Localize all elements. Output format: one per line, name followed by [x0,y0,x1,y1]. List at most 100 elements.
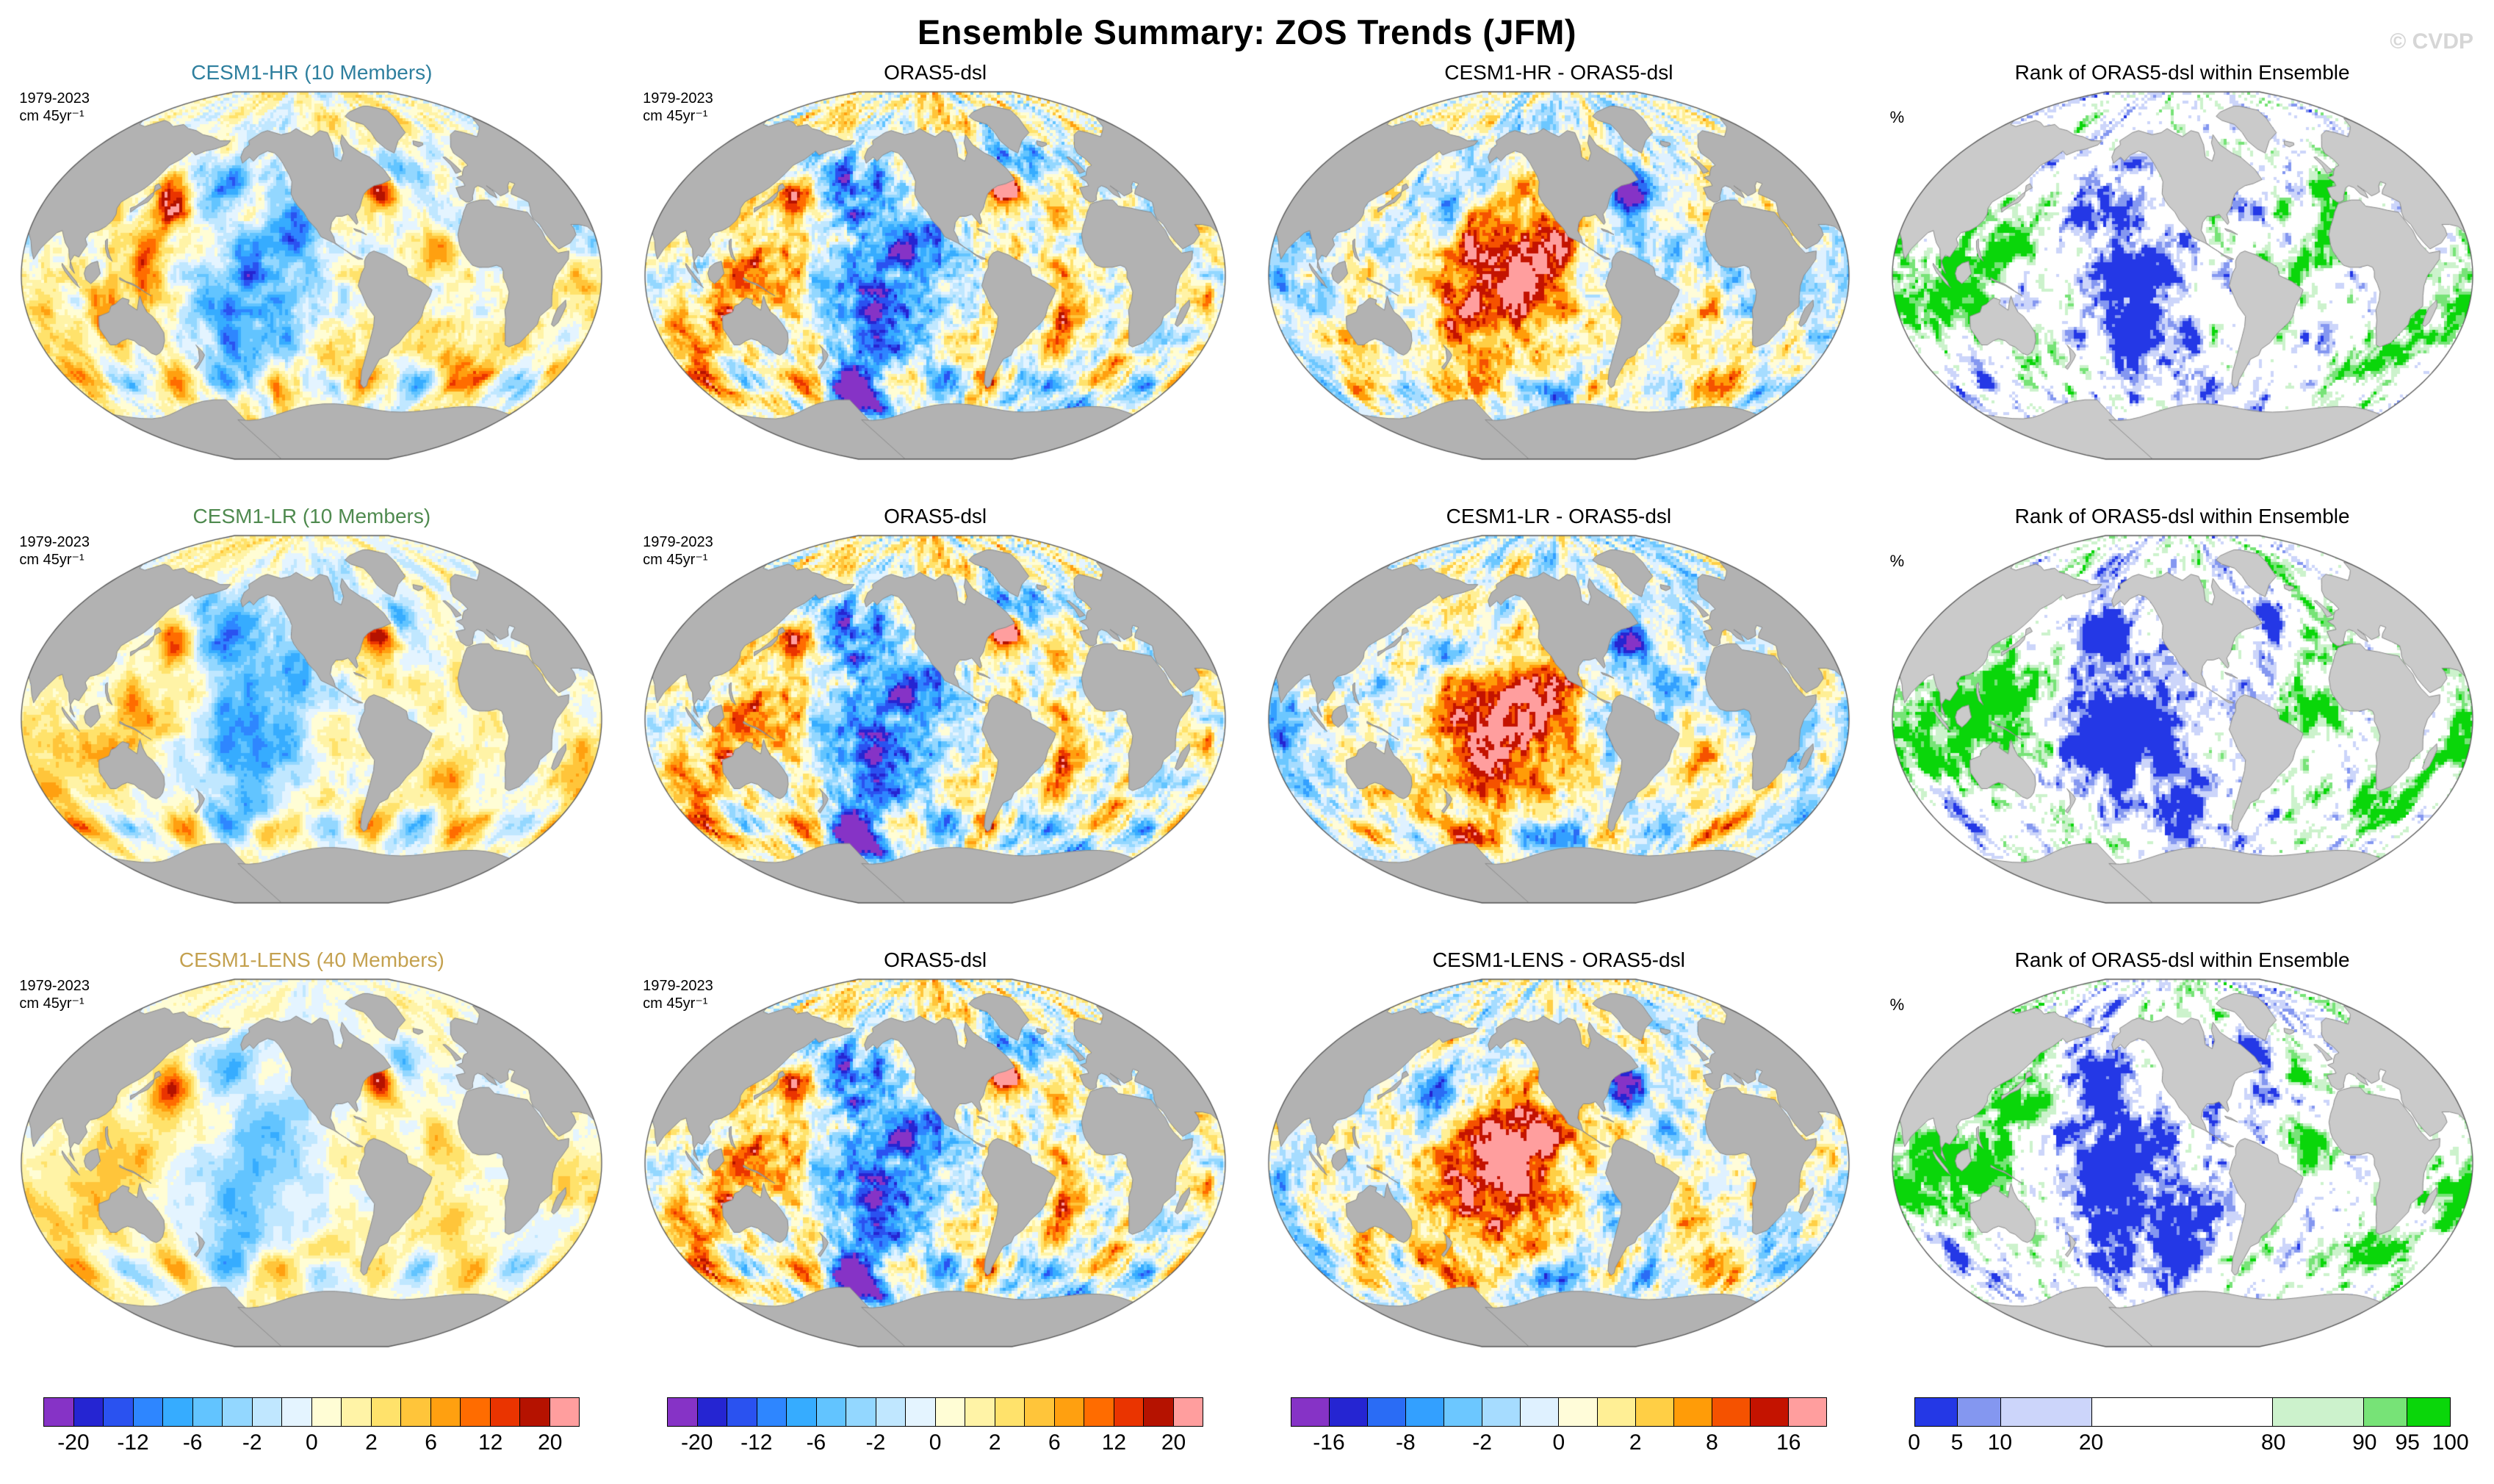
colorbar-segment [2091,1398,2273,1426]
map-meta: 1979-2023 cm 45yr⁻¹ [643,533,713,569]
map-row: CESM1-LENS (40 Members) 1979-2023 cm 45yr⁻… [0,945,2494,1388]
colorbar-tick-label: -16 [1313,1430,1345,1455]
colorbar-labels: -20 -12 -6 -2 0 2 6 12 20 [667,1430,1203,1460]
panel-title: CESM1-LR - ORAS5-dsl [1446,505,1672,527]
panel-title: CESM1-HR - ORAS5-dsl [1444,61,1673,84]
colorbar-segment [815,1398,846,1426]
map-row: CESM1-HR (10 Members) 1979-2023 cm 45yr⁻¹ O… [0,57,2494,501]
map-box: % [1888,532,2476,907]
colorbar-segment [1957,1398,2001,1426]
colorbar-tick-label: 16 [1776,1430,1801,1455]
panel-title: Rank of ORAS5-dsl within Ensemble [2014,505,2350,527]
colorbar-segment [549,1398,580,1426]
colorbar-tick-label: 0 [1552,1430,1565,1455]
map-box [1264,976,1853,1350]
colorbar-tick-label: 12 [1101,1430,1127,1455]
map-meta: 1979-2023 cm 45yr⁻¹ [19,977,90,1012]
map-canvas-rank-row3 [1888,976,2476,1350]
units-label: cm 45yr⁻¹ [643,108,708,124]
colorbar-bar [667,1397,1204,1427]
colorbar-segment [430,1398,461,1426]
colorbar-segment [489,1398,520,1426]
map-canvas-cesm1-lr [18,532,606,907]
colorbar-labels: -16 -8 -2 0 2 8 16 [1291,1430,1827,1460]
colorbar-segment [103,1398,133,1426]
map-box: 1979-2023 cm 45yr⁻¹ [18,532,606,907]
colorbar-segment [1749,1398,1788,1426]
colorbar-segment [519,1398,549,1426]
panel-cesm1-lr: CESM1-LR (10 Members) 1979-2023 cm 45yr⁻¹ [0,501,624,945]
panel-cesm1-lens-minus-oras5: CESM1-LENS - ORAS5-dsl [1247,945,1871,1388]
colorbar-bar [1914,1397,2451,1427]
colorbar-segment [2000,1398,2091,1426]
colorbar-tick-label: 80 [2261,1430,2286,1455]
colorbar-segment [1596,1398,1635,1426]
figure-header: Ensemble Summary: ZOS Trends (JFM) © CVD… [0,0,2494,57]
colorbar-segment [905,1398,935,1426]
colorbar-segment [162,1398,192,1426]
panel-oras5-row3: ORAS5-dsl 1979-2023 cm 45yr⁻¹ [624,945,1247,1388]
colorbar-tick-label: -20 [57,1430,90,1455]
map-canvas-rank-row1 [1888,88,2476,463]
map-grid: CESM1-HR (10 Members) 1979-2023 cm 45yr⁻¹ O… [0,57,2494,1388]
colorbar-segment [192,1398,223,1426]
panel-title: Rank of ORAS5-dsl within Ensemble [2014,948,2350,971]
colorbar-segment [251,1398,282,1426]
colorbar-segment [668,1398,697,1426]
colorbar-tick-label: 6 [1048,1430,1061,1455]
panel-oras5-row2: ORAS5-dsl 1979-2023 cm 45yr⁻¹ [624,501,1247,945]
panel-title: CESM1-LENS (40 Members) [179,948,444,971]
colorbar-diff-scale: -16 -8 -2 0 2 8 16 [1290,1397,1827,1460]
map-canvas-oras5-row2 [641,532,1230,907]
map-canvas-cesm1-hr-minus-oras5 [1264,88,1853,463]
colorbar-tick-label: 95 [2395,1430,2420,1455]
colorbar-tick-label: -8 [1395,1430,1416,1455]
map-box [1264,88,1853,463]
colorbar-tick-label: -2 [242,1430,262,1455]
colorbar-segment [1084,1398,1114,1426]
colorbar-segment [44,1398,73,1426]
colorbar-tick-label: -6 [182,1430,203,1455]
map-meta: 1979-2023 cm 45yr⁻¹ [19,533,90,569]
map-meta: % [1890,109,1905,126]
cvdp-watermark: © CVDP [2390,29,2473,54]
colorbar-segment [311,1398,342,1426]
colorbar-segment [756,1398,787,1426]
colorbar-segment [1328,1398,1368,1426]
colorbar-tick-label: 2 [1629,1430,1642,1455]
colorbar-tick-label: 6 [425,1430,437,1455]
colorbar-segment [786,1398,816,1426]
colorbar-segment [132,1398,163,1426]
map-box: 1979-2023 cm 45yr⁻¹ [18,88,606,463]
percent-label: % [1889,108,1905,126]
map-box [1264,532,1853,907]
colorbar-tick-label: 0 [306,1430,318,1455]
colorbar-segment [1711,1398,1750,1426]
period-label: 1979-2023 [19,90,90,107]
colorbar-segment [2363,1398,2407,1426]
colorbar-segment [370,1398,401,1426]
units-label: cm 45yr⁻¹ [19,552,84,568]
units-label: cm 45yr⁻¹ [19,995,84,1012]
panel-title: ORAS5-dsl [884,948,987,971]
panel-title: Rank of ORAS5-dsl within Ensemble [2014,61,2350,84]
panel-rank-row1: Rank of ORAS5-dsl within Ensemble% [1870,57,2494,501]
period-label: 1979-2023 [19,534,90,550]
colorbar-bar [1290,1397,1827,1427]
colorbar-segment [875,1398,906,1426]
colorbar-segment [281,1398,311,1426]
map-box: % [1888,976,2476,1350]
colorbar-segment [1444,1398,1482,1426]
map-box: 1979-2023 cm 45yr⁻¹ [18,976,606,1350]
period-label: 1979-2023 [19,978,90,994]
colorbar-segment [1914,1398,1958,1426]
map-meta: 1979-2023 cm 45yr⁻¹ [19,90,90,125]
colorbar-tick-label: 2 [365,1430,378,1455]
colorbar-segment [1482,1398,1521,1426]
colorbar-segment [222,1398,252,1426]
colorbar-rank-scale: 0 5 10 20 80 90 95 100 [1908,1397,2469,1460]
panel-title: CESM1-LR (10 Members) [192,505,431,527]
colorbar-segment [1143,1398,1173,1426]
units-label: cm 45yr⁻¹ [643,552,708,568]
